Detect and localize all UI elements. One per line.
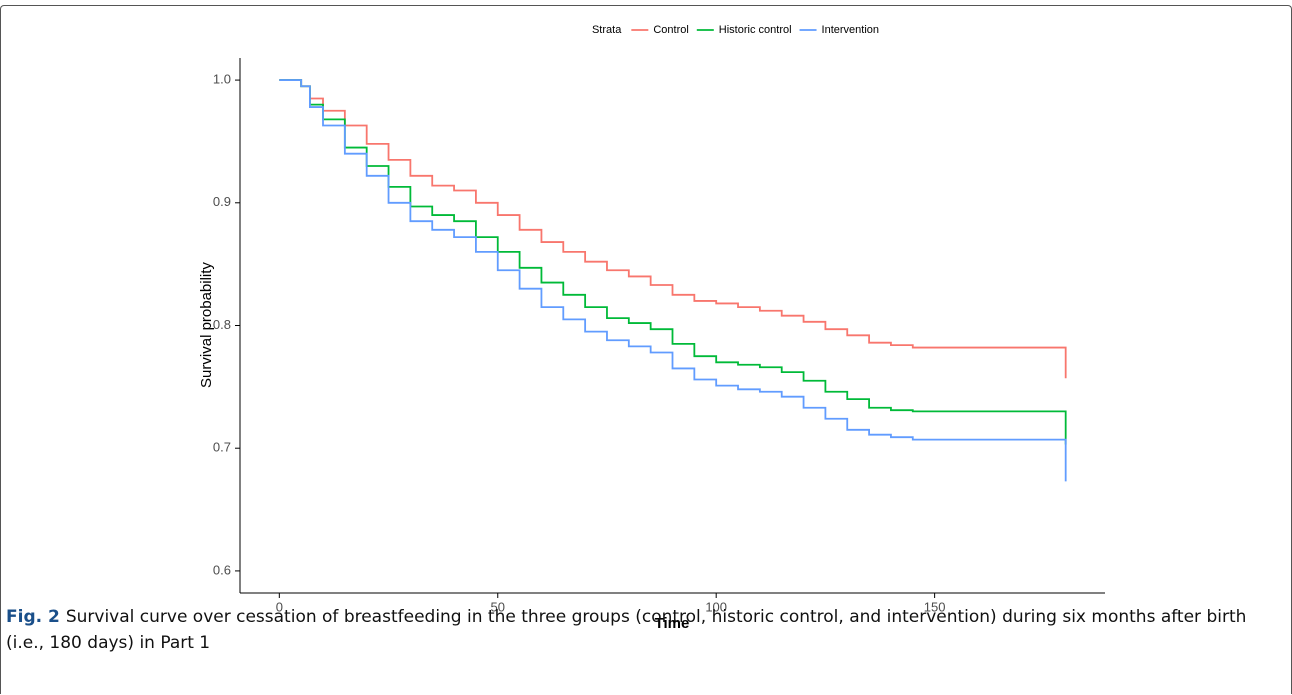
x-tick-label: 50 bbox=[491, 599, 505, 614]
legend-label: Intervention bbox=[822, 24, 879, 36]
legend-label: Control bbox=[653, 24, 688, 36]
legend-title: Strata bbox=[592, 24, 622, 36]
survival-line bbox=[279, 79, 1067, 379]
y-tick-label: 0.9 bbox=[213, 194, 231, 209]
y-axis-title: Survival probability bbox=[198, 262, 215, 388]
survival-line bbox=[279, 79, 1067, 482]
y-tick-label: 1.0 bbox=[213, 72, 231, 87]
x-tick-label: 0 bbox=[276, 599, 283, 614]
survival-line bbox=[279, 79, 1067, 445]
legend-label: Historic control bbox=[719, 24, 792, 36]
caption-label: Fig. 2 bbox=[6, 607, 60, 627]
y-tick-label: 0.7 bbox=[213, 440, 231, 455]
caption-text: Survival curve over cessation of breastf… bbox=[6, 607, 1247, 653]
y-tick-label: 0.6 bbox=[213, 562, 231, 577]
x-tick-label: 100 bbox=[705, 599, 727, 614]
x-axis-title: Time bbox=[655, 615, 690, 632]
x-tick-label: 150 bbox=[924, 599, 946, 614]
y-tick-label: 0.8 bbox=[213, 317, 231, 332]
caption: Fig. 2 Survival curve over cessation of b… bbox=[6, 604, 1276, 656]
